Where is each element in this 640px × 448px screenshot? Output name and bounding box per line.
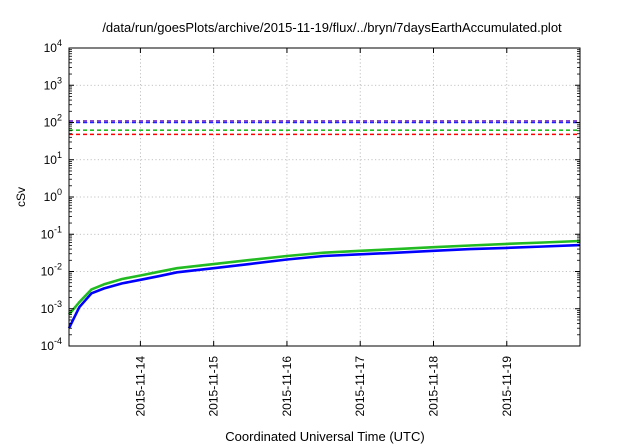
y-tick-label: 103 bbox=[44, 75, 62, 92]
x-tick-label: 2015-11-19 bbox=[500, 356, 514, 417]
threshold-lines bbox=[69, 120, 580, 136]
y-tick-label: 10-1 bbox=[41, 224, 62, 241]
series-line bbox=[68, 239, 581, 316]
x-tick-label: 2015-11-14 bbox=[133, 356, 147, 417]
y-tick-label: 10-2 bbox=[41, 262, 62, 279]
series-lines bbox=[67, 239, 581, 329]
x-axis-label: Coordinated Universal Time (UTC) bbox=[225, 429, 424, 444]
y-axis-label: cSv bbox=[14, 187, 28, 207]
series-line bbox=[67, 243, 581, 329]
y-tick-label: 100 bbox=[44, 187, 62, 204]
y-tick-label: 10-4 bbox=[41, 336, 62, 353]
y-tick-label: 101 bbox=[44, 150, 62, 167]
y-tick-label: 104 bbox=[44, 38, 62, 55]
x-tick-label: 2015-11-18 bbox=[426, 356, 440, 417]
x-axis-ticks: 2015-11-14 2015-11-15 2015-11-16 2015-11-17… bbox=[133, 48, 514, 417]
y-tick-label: 102 bbox=[44, 113, 62, 130]
x-tick-label: 2015-11-15 bbox=[207, 356, 221, 417]
chart-title: /data/run/goesPlots/archive/2015-11-19/f… bbox=[102, 20, 562, 35]
grid bbox=[69, 48, 580, 346]
x-tick-label: 2015-11-17 bbox=[353, 356, 367, 417]
y-axis-ticks: 10-4 10-3 10-2 10-1 100 101 102 103 104 bbox=[41, 38, 580, 353]
y-tick-label: 10-3 bbox=[41, 299, 62, 316]
x-tick-label: 2015-11-16 bbox=[280, 356, 294, 417]
